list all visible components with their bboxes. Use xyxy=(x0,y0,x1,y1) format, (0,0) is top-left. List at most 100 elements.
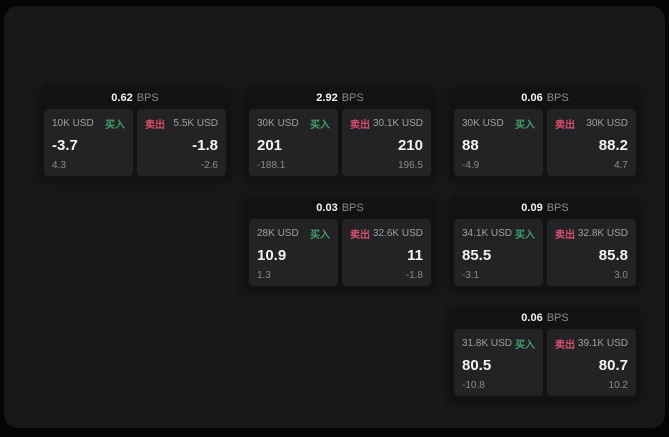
sell-amount: 32.8K USD xyxy=(577,228,628,239)
bps-value: 0.06 xyxy=(521,92,543,104)
sell-price: 85.8 xyxy=(598,247,628,264)
buy-label: 买入 xyxy=(310,230,330,241)
card-header: 0.03 BPS xyxy=(245,197,435,219)
sell-panel-top: 卖出 30K USD xyxy=(555,116,628,131)
buy-label: 买入 xyxy=(515,230,535,241)
sell-sub-value: 196.5 xyxy=(397,160,423,171)
quote-card: 0.03 BPS 28K USD 买入 10.9 1.3 卖出 32.6K US… xyxy=(245,197,435,290)
quote-card: 2.92 BPS 30K USD 买入 201 -188.1 卖出 30.1K … xyxy=(245,87,435,180)
sell-amount: 39.1K USD xyxy=(577,338,628,349)
card-body: 10K USD 买入 -3.7 4.3 卖出 5.5K USD -1.8 -2.… xyxy=(40,109,230,180)
buy-label: 买入 xyxy=(105,120,125,131)
sell-panel-top: 卖出 32.6K USD xyxy=(350,226,423,241)
buy-amount: 34.1K USD xyxy=(462,228,513,239)
sell-label: 卖出 xyxy=(350,230,370,241)
buy-sub-value: -4.9 xyxy=(462,160,480,171)
buy-panel-top: 28K USD 买入 xyxy=(257,226,330,241)
buy-panel[interactable]: 10K USD 买入 -3.7 4.3 xyxy=(44,109,133,176)
sell-panel[interactable]: 卖出 5.5K USD -1.8 -2.6 xyxy=(137,109,226,176)
bps-unit-label: BPS xyxy=(546,312,569,324)
buy-panel-top: 34.1K USD 买入 xyxy=(462,226,535,241)
sell-panel[interactable]: 卖出 39.1K USD 80.7 10.2 xyxy=(547,329,636,396)
bps-unit-label: BPS xyxy=(546,92,569,104)
buy-sub-value: -3.1 xyxy=(462,270,480,281)
quote-card: 0.62 BPS 10K USD 买入 -3.7 4.3 卖出 5.5K USD… xyxy=(40,87,230,180)
bps-value: 2.92 xyxy=(316,92,338,104)
bps-unit-label: BPS xyxy=(136,92,159,104)
buy-label: 买入 xyxy=(515,120,535,131)
sell-sub-value: -1.8 xyxy=(405,270,423,281)
bps-value: 0.62 xyxy=(111,92,133,104)
sell-sub-value: 10.2 xyxy=(608,380,628,391)
sell-price: 88.2 xyxy=(598,137,628,154)
card-header: 0.62 BPS xyxy=(40,87,230,109)
sell-sub-value: 3.0 xyxy=(614,270,628,281)
card-header: 0.09 BPS xyxy=(450,197,640,219)
bps-unit-label: BPS xyxy=(546,202,569,214)
sell-panel[interactable]: 卖出 32.8K USD 85.8 3.0 xyxy=(547,219,636,286)
sell-price: 11 xyxy=(407,247,423,264)
buy-price: -3.7 xyxy=(52,137,78,154)
quote-card: 0.06 BPS 31.8K USD 买入 80.5 -10.8 卖出 39.1… xyxy=(450,307,640,400)
buy-panel[interactable]: 34.1K USD 买入 85.5 -3.1 xyxy=(454,219,543,286)
buy-sub-value: -10.8 xyxy=(462,380,485,391)
buy-amount: 28K USD xyxy=(257,228,299,239)
cards-grid: 0.62 BPS 10K USD 买入 -3.7 4.3 卖出 5.5K USD… xyxy=(40,87,640,400)
buy-label: 买入 xyxy=(515,340,535,351)
buy-sub-value: -188.1 xyxy=(257,160,286,171)
buy-panel-top: 30K USD 买入 xyxy=(257,116,330,131)
sell-panel-top: 卖出 5.5K USD xyxy=(145,116,218,131)
card-header: 0.06 BPS xyxy=(450,87,640,109)
buy-panel-top: 30K USD 买入 xyxy=(462,116,535,131)
buy-price: 88 xyxy=(462,137,479,154)
bps-value: 0.03 xyxy=(316,202,338,214)
sell-price: 80.7 xyxy=(598,357,628,374)
buy-amount: 30K USD xyxy=(257,118,299,129)
buy-amount: 30K USD xyxy=(462,118,504,129)
buy-panel-top: 10K USD 买入 xyxy=(52,116,125,131)
sell-amount: 32.6K USD xyxy=(372,228,423,239)
card-header: 0.06 BPS xyxy=(450,307,640,329)
buy-price: 201 xyxy=(257,137,283,154)
buy-price: 10.9 xyxy=(257,247,287,264)
sell-amount: 5.5K USD xyxy=(173,118,218,129)
bps-unit-label: BPS xyxy=(341,202,364,214)
sell-amount: 30.1K USD xyxy=(372,118,423,129)
buy-panel[interactable]: 30K USD 买入 201 -188.1 xyxy=(249,109,338,176)
sell-label: 卖出 xyxy=(555,120,575,131)
card-body: 34.1K USD 买入 85.5 -3.1 卖出 32.8K USD 85.8… xyxy=(450,219,640,290)
buy-panel[interactable]: 30K USD 买入 88 -4.9 xyxy=(454,109,543,176)
app-window: 0.62 BPS 10K USD 买入 -3.7 4.3 卖出 5.5K USD… xyxy=(4,6,665,428)
sell-panel-top: 卖出 39.1K USD xyxy=(555,336,628,351)
card-body: 31.8K USD 买入 80.5 -10.8 卖出 39.1K USD 80.… xyxy=(450,329,640,400)
buy-panel[interactable]: 28K USD 买入 10.9 1.3 xyxy=(249,219,338,286)
sell-price: 210 xyxy=(397,137,423,154)
sell-price: -1.8 xyxy=(192,137,218,154)
sell-label: 卖出 xyxy=(555,340,575,351)
sell-panel-top: 卖出 32.8K USD xyxy=(555,226,628,241)
card-body: 30K USD 买入 88 -4.9 卖出 30K USD 88.2 4.7 xyxy=(450,109,640,180)
bps-value: 0.06 xyxy=(521,312,543,324)
buy-panel[interactable]: 31.8K USD 买入 80.5 -10.8 xyxy=(454,329,543,396)
sell-label: 卖出 xyxy=(555,230,575,241)
buy-price: 85.5 xyxy=(462,247,492,264)
buy-label: 买入 xyxy=(310,120,330,131)
quote-card: 0.09 BPS 34.1K USD 买入 85.5 -3.1 卖出 32.8K… xyxy=(450,197,640,290)
bps-unit-label: BPS xyxy=(341,92,364,104)
card-body: 30K USD 买入 201 -188.1 卖出 30.1K USD 210 1… xyxy=(245,109,435,180)
sell-sub-value: 4.7 xyxy=(614,160,628,171)
bps-value: 0.09 xyxy=(521,202,543,214)
quote-card: 0.06 BPS 30K USD 买入 88 -4.9 卖出 30K USD 8… xyxy=(450,87,640,180)
sell-label: 卖出 xyxy=(350,120,370,131)
sell-panel[interactable]: 卖出 30.1K USD 210 196.5 xyxy=(342,109,431,176)
sell-panel[interactable]: 卖出 30K USD 88.2 4.7 xyxy=(547,109,636,176)
buy-amount: 31.8K USD xyxy=(462,338,513,349)
card-header: 2.92 BPS xyxy=(245,87,435,109)
sell-panel[interactable]: 卖出 32.6K USD 11 -1.8 xyxy=(342,219,431,286)
buy-sub-value: 4.3 xyxy=(52,160,66,171)
buy-sub-value: 1.3 xyxy=(257,270,271,281)
sell-label: 卖出 xyxy=(145,120,165,131)
buy-price: 80.5 xyxy=(462,357,492,374)
sell-sub-value: -2.6 xyxy=(200,160,218,171)
buy-panel-top: 31.8K USD 买入 xyxy=(462,336,535,351)
